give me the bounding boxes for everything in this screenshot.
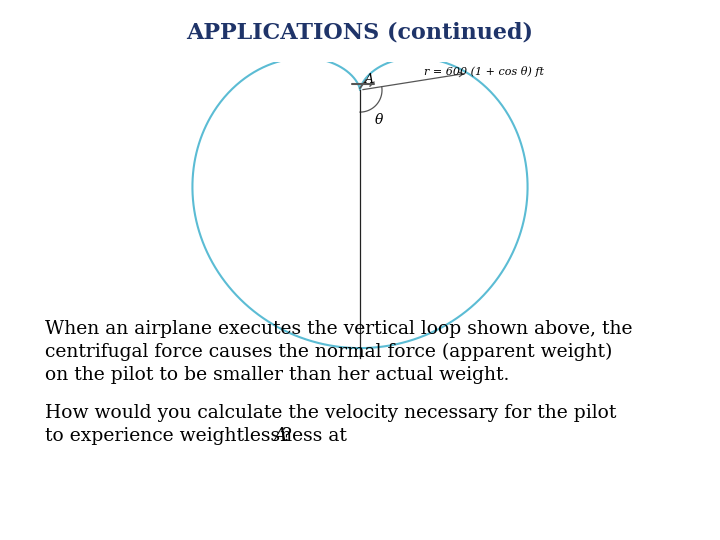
Text: PEARSON: PEARSON xyxy=(627,512,709,527)
Text: APPLICATIONS (continued): APPLICATIONS (continued) xyxy=(186,21,534,43)
Text: How would you calculate the velocity necessary for the pilot: How would you calculate the velocity nec… xyxy=(45,404,616,422)
Text: on the pilot to be smaller than her actual weight.: on the pilot to be smaller than her actu… xyxy=(45,366,509,384)
Text: ALWAYS LEARNING: ALWAYS LEARNING xyxy=(14,515,103,524)
Text: R.C. Hibbeler: R.C. Hibbeler xyxy=(126,523,181,531)
Text: When an airplane executes the vertical loop shown above, the: When an airplane executes the vertical l… xyxy=(45,320,632,338)
Text: r = 600 (1 + cos θ) ft: r = 600 (1 + cos θ) ft xyxy=(424,65,544,77)
Text: θ: θ xyxy=(375,113,383,127)
Text: Copyright © 2016 by Pearson Education, Inc.: Copyright © 2016 by Pearson Education, I… xyxy=(490,508,680,517)
Text: to experience weightlessness at: to experience weightlessness at xyxy=(45,427,353,445)
Text: Dynamics, Fourteenth Edition: Dynamics, Fourteenth Edition xyxy=(126,508,251,517)
Text: centrifugal force causes the normal force (apparent weight): centrifugal force causes the normal forc… xyxy=(45,343,613,361)
Text: All rights reserved.: All rights reserved. xyxy=(490,523,570,531)
Text: A: A xyxy=(365,73,374,86)
Text: A: A xyxy=(274,427,287,445)
Text: ?: ? xyxy=(282,427,292,445)
